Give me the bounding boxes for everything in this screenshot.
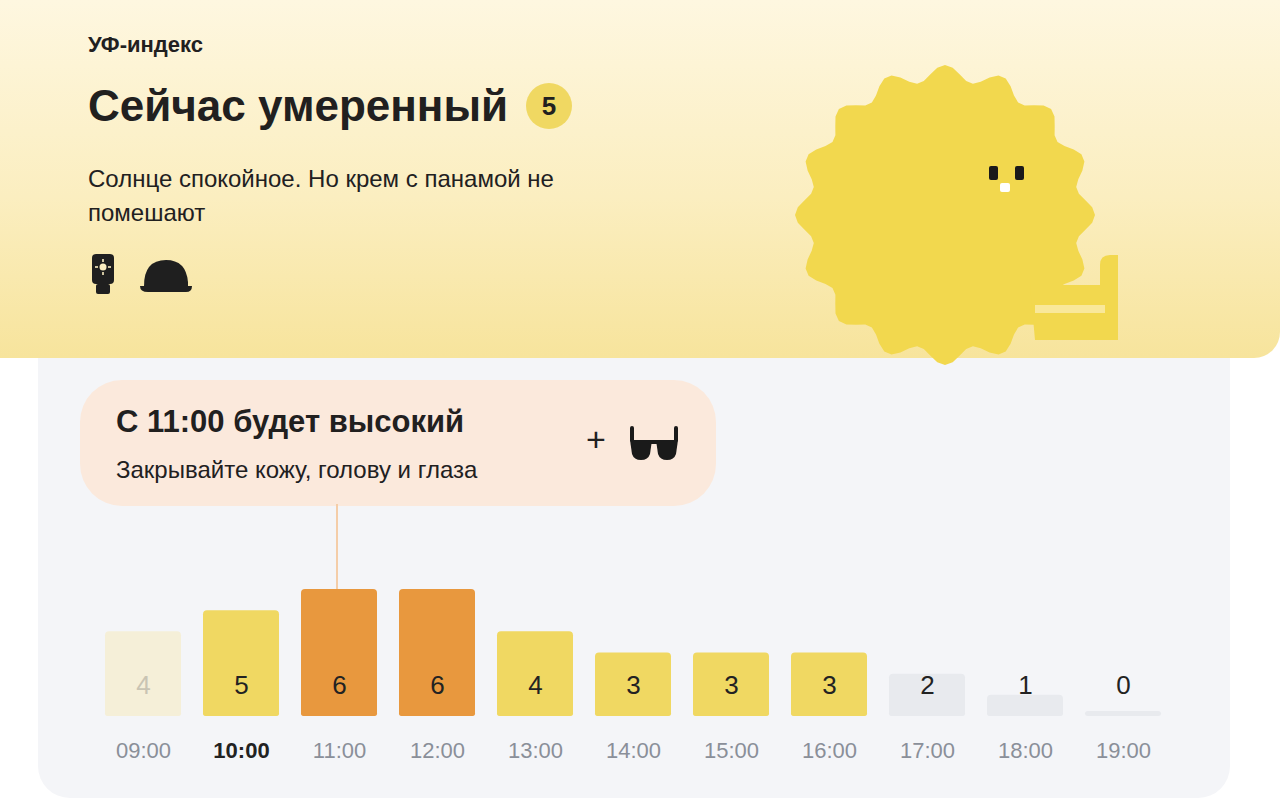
svg-text:2: 2 bbox=[920, 670, 934, 700]
svg-text:10:00: 10:00 bbox=[213, 738, 269, 763]
svg-text:19:00: 19:00 bbox=[1096, 738, 1151, 763]
svg-text:16:00: 16:00 bbox=[802, 738, 857, 763]
svg-text:18:00: 18:00 bbox=[998, 738, 1053, 763]
html-text:5: 5 bbox=[541, 91, 557, 121]
svg-text:17:00: 17:00 bbox=[900, 738, 955, 763]
svg-text:3: 3 bbox=[626, 670, 640, 700]
svg-text:11:00: 11:00 bbox=[313, 738, 366, 763]
svg-text:09:00: 09:00 bbox=[116, 738, 171, 763]
html-text:Солнце спокойное. Но крем с па: Солнце спокойное. Но крем с панамой не п… bbox=[88, 165, 554, 226]
svg-text:0: 0 bbox=[1116, 670, 1130, 700]
html-text:С 11:00 будет высокий: С 11:00 будет высокий bbox=[116, 404, 464, 439]
svg-text:4: 4 bbox=[528, 670, 542, 700]
svg-text:6: 6 bbox=[332, 670, 346, 700]
svg-text:15:00: 15:00 bbox=[704, 738, 759, 763]
html-text:Сейчас умеренный: Сейчас умеренный bbox=[88, 81, 508, 130]
svg-text:1: 1 bbox=[1018, 670, 1032, 700]
svg-text:6: 6 bbox=[430, 670, 444, 700]
svg-text:5: 5 bbox=[234, 670, 248, 700]
svg-text:4: 4 bbox=[136, 670, 150, 700]
svg-text:13:00: 13:00 bbox=[508, 738, 563, 763]
svg-text:3: 3 bbox=[724, 670, 738, 700]
html-text:УФ-индекс: УФ-индекс bbox=[88, 32, 203, 57]
svg-text:3: 3 bbox=[822, 670, 836, 700]
svg-text:14:00: 14:00 bbox=[606, 738, 661, 763]
svg-text:12:00: 12:00 bbox=[410, 738, 465, 763]
html-text:Закрывайте кожу, голову и глаз: Закрывайте кожу, голову и глаза bbox=[116, 456, 478, 483]
